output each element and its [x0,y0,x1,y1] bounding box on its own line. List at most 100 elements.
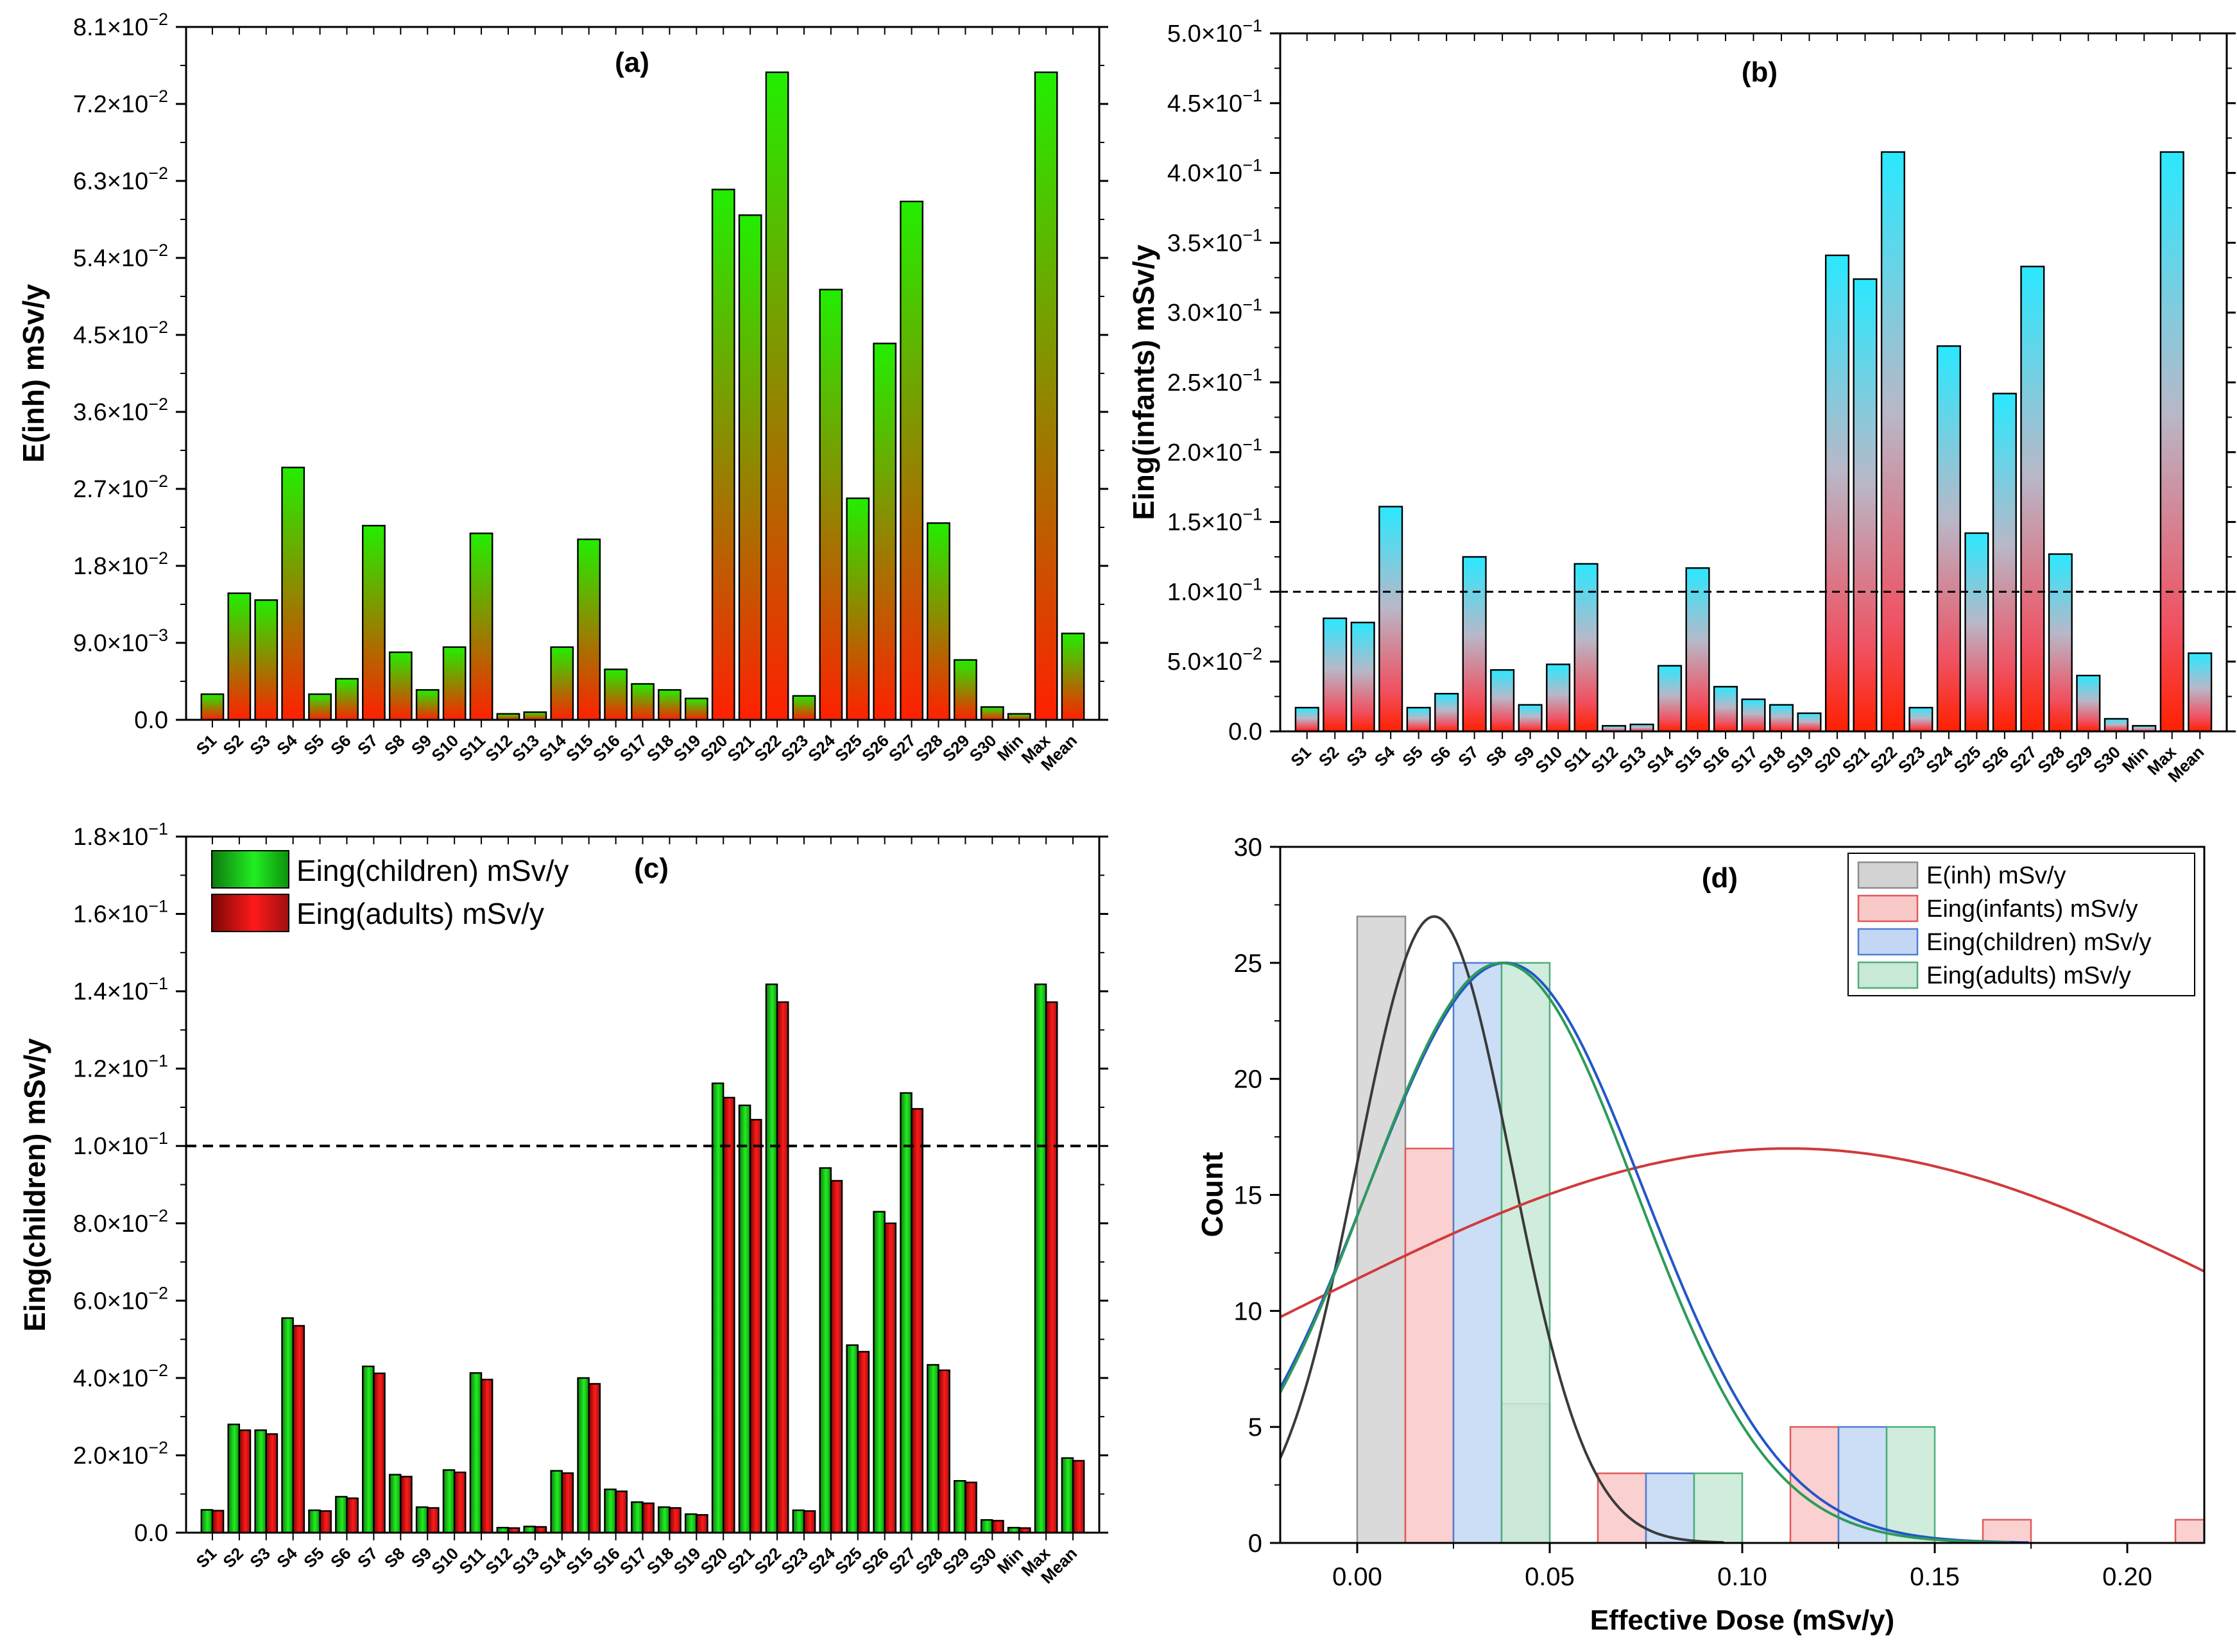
bar [711,189,735,721]
bar [723,1096,735,1534]
xtick-label: S6 [327,1544,355,1572]
panel-d-legend: E(inh) mSv/y Eing(infants) mSv/y Eing(chil… [1847,853,2195,996]
ytick-label: 8.1×10−2 [73,10,168,41]
xtick-label: S15 [1671,742,1706,777]
bar [550,646,574,721]
bar [1072,1460,1085,1534]
bar [453,1471,467,1534]
bar [1573,563,1598,733]
xtick-label: S28 [912,1544,947,1578]
xtick-label: S22 [750,731,785,765]
xtick-label: S19 [670,731,705,765]
histogram-bar [1789,1426,1840,1544]
xtick-label: 0.00 [1332,1563,1382,1591]
xtick-label: S21 [723,731,758,765]
bar [1629,723,1654,733]
histogram-bar [1982,1519,2032,1544]
bar [658,1506,671,1534]
xtick-label: S16 [589,1544,624,1578]
xtick-label: S30 [2089,742,2124,777]
bar [738,1104,751,1534]
ytick-label: 0 [1248,1529,1262,1558]
ytick-label: 10 [1234,1297,1263,1325]
xtick-label: S20 [1810,742,1845,777]
panel-d-title: (d) [1702,862,1738,894]
bar [1045,1001,1058,1534]
bar [954,659,977,721]
bar [911,1108,923,1534]
xtick-label: S8 [1482,742,1511,771]
bar [884,1222,897,1534]
bar [792,695,816,721]
xtick-label: S24 [804,731,839,765]
bar [469,532,493,721]
histogram-bar [1693,1472,1744,1544]
bar [561,1472,574,1534]
bar [550,1470,563,1534]
bar [980,1519,993,1534]
xtick-label: 0.05 [1525,1563,1575,1591]
legend-label: Eing(children) mSv/y [1926,929,2152,956]
bar [604,668,628,721]
ytick-label: 6.0×10−2 [73,1283,168,1315]
xtick-label: S5 [300,731,328,759]
histogram-bar [1885,1426,1936,1544]
bar [1824,254,1849,733]
panel-c-bars [200,984,1085,1534]
bar [819,1167,832,1534]
xtick-label: S10 [1531,742,1566,777]
panel-b: (b) Eing(infants) mSv/y 0.0 5.0×10−2 1.0×1… [1127,16,2236,786]
bar [846,1344,859,1534]
legend-label: E(inh) mSv/y [1926,862,2066,889]
xtick-label: S5 [300,1544,328,1572]
ytick-label: 1.8×10−1 [73,819,168,851]
xtick-label: S11 [455,731,489,765]
panel-a-title: (a) [615,47,649,78]
panel-c-title: (c) [634,853,669,884]
panel-d-plot [1279,915,2206,1544]
xtick-label: S29 [2062,742,2096,777]
bar [991,1520,1004,1534]
histogram-bar [1500,962,1551,1544]
bar [1034,984,1047,1534]
panel-a-ylabel: E(inh) mSv/y [17,284,50,463]
xtick-label: S21 [1838,742,1873,777]
fit-curve [1279,961,2010,1544]
bar [308,693,332,721]
panel-a: (a) E(inh) mSv/y 0.0 9.0×10−3 1.8×10−2 2.7×… [17,10,1108,774]
bar [281,1317,294,1534]
bar [346,1497,359,1534]
panel-d-fit-curves [1279,915,2205,1544]
xtick-label: S20 [697,1544,732,1578]
xtick-label: S25 [831,1544,866,1578]
bar [588,1383,601,1534]
panel-c-ytick-labels: 0.0 2.0×10−2 4.0×10−2 6.0×10−2 8.0×10−2 1.0×1… [73,819,168,1547]
bar [765,71,789,721]
legend-swatch-children [211,850,289,889]
ytick-label: 4.0×10−1 [1167,156,1262,187]
bar [254,599,279,721]
bar [749,1119,762,1534]
histogram-bar [1597,1472,1647,1544]
xtick-label: S22 [750,1544,785,1578]
legend-label-children: Eing(children) mSv/y [296,854,569,887]
ytick-label: 5.0×10−2 [1167,644,1262,676]
panel-a-ytick-labels: 0.0 9.0×10−3 1.8×10−2 2.7×10−2 3.6×10−2 4.5×1… [73,10,168,734]
xtick-label: S29 [939,1544,973,1578]
xtick-label: S11 [1560,742,1594,776]
bar [1936,345,1961,733]
ytick-label: 3.5×10−1 [1167,225,1262,257]
panel-b-ytick-labels: 0.0 5.0×10−2 1.0×10−1 1.5×10−1 2.0×10−1 2.5×1… [1167,16,1262,745]
bar [1769,704,1794,733]
xtick-label: S8 [381,731,409,759]
panel-d-histogram-bars [1356,915,2206,1544]
xtick-label: S8 [381,1544,409,1572]
panel-d: 0.00 0.05 0.10 0.15 0.20 0 5 10 15 20 25 30 (d) Cou… [1196,833,2206,1636]
bar [1685,567,1710,733]
ytick-label: 9.0×10−3 [73,626,168,657]
xtick-label: S11 [455,1544,489,1578]
xtick-label: S25 [831,731,866,765]
bar [400,1476,413,1534]
bar [523,711,547,721]
